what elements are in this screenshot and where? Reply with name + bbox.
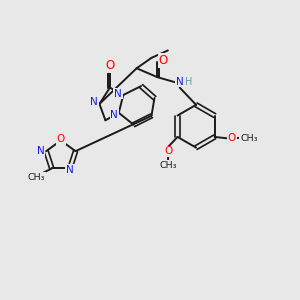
Text: O: O: [227, 134, 236, 143]
Text: N: N: [90, 98, 98, 107]
Text: O: O: [159, 54, 168, 67]
Text: CH₃: CH₃: [240, 134, 257, 143]
Text: N: N: [66, 165, 74, 175]
Text: N: N: [37, 146, 45, 156]
Text: CH₃: CH₃: [159, 161, 177, 170]
Text: H: H: [185, 76, 192, 87]
Text: O: O: [105, 59, 115, 72]
Text: O: O: [164, 146, 173, 157]
Text: O: O: [57, 134, 65, 144]
Text: N: N: [114, 88, 122, 98]
Text: N: N: [110, 110, 118, 120]
Text: CH₃: CH₃: [27, 173, 45, 182]
Text: N: N: [176, 76, 184, 87]
